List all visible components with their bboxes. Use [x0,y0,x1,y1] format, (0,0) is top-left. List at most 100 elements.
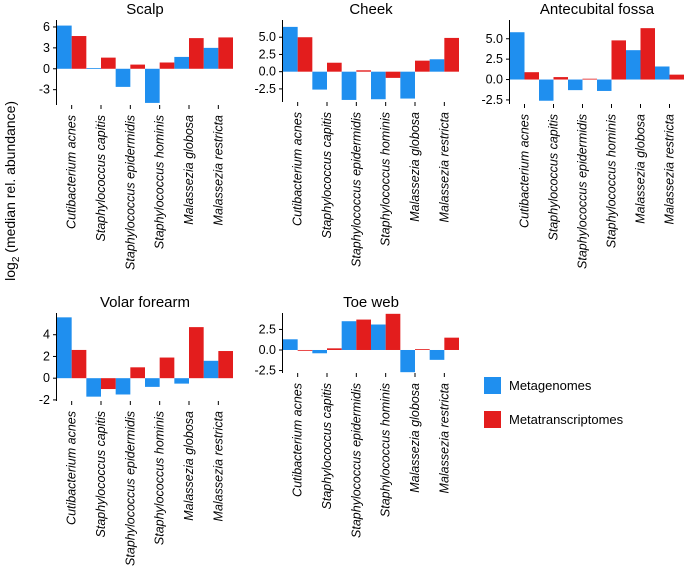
y-tick-label: 2 [43,349,50,363]
bar-metagenomes [86,68,101,69]
bar-metagenomes [312,349,327,354]
bar-metagenomes [283,26,298,72]
bar-metatranscriptomes [444,337,459,350]
bar-metagenomes [86,378,101,397]
x-tick-label: Cutibacterium acnes [65,115,79,229]
bar-metagenomes [400,349,415,373]
bar-metatranscriptomes [640,28,655,80]
x-tick-label: Staphylococcus capitis [320,383,334,509]
bar-metagenomes [597,79,612,91]
legend-swatch-metatranscriptomes [484,410,501,428]
bar-metatranscriptomes [327,62,342,72]
bar-metatranscriptomes [130,367,145,379]
y-tick-label: -2.5 [254,364,276,378]
bar-metatranscriptomes [524,72,539,80]
bar-metagenomes [312,71,327,90]
y-tick-label: 5.0 [259,30,276,44]
y-tick-label: -2 [39,393,50,407]
x-tick-label: Malassezia restricta [437,383,451,493]
bar-metagenomes [341,321,357,350]
bar-metatranscriptomes [130,64,145,69]
panel-volar-forearm: Volar forearm -2 0 2 4 Cutibacterium acnes Sta… [39,294,233,566]
x-tick-label: Malassezia restricta [211,411,225,521]
legend-item-metatranscriptomes: Metatranscriptomes [484,408,623,430]
x-tick-label: Staphylococcus capitis [94,115,108,241]
bar-metatranscriptomes [356,70,371,72]
y-tick-label: 2.5 [259,47,276,61]
y-tick-label: 4 [43,328,50,342]
bar-metatranscriptomes [297,37,313,72]
y-tick-label: 0.0 [486,73,503,87]
bar-metagenomes [115,68,131,87]
y-tick-label: -2.5 [254,82,276,96]
y-tick-label: 6 [43,20,50,34]
bar-metagenomes [174,378,189,384]
x-tick-label: Malassezia globosa [408,383,422,493]
bar-metatranscriptomes [669,74,684,80]
bar-metatranscriptomes [582,78,597,80]
panel-title: Scalp [126,1,164,18]
x-tick-label: Malassezia restricta [663,114,677,224]
bar-metatranscriptomes [553,77,568,80]
bar-metatranscriptomes [101,378,116,390]
panel-antecubital-fossa: Antecubital fossa -2.5 0.0 2.5 5.0 Cutibacter… [481,1,684,269]
panel-title: Toe web [343,294,399,311]
bar-metagenomes [203,360,219,379]
bar-metatranscriptomes [444,37,459,72]
bar-metagenomes [539,79,554,101]
panel-title: Cheek [349,1,393,18]
x-tick-label: Malassezia globosa [182,411,196,521]
bar-metagenomes [145,378,160,387]
y-tick-label: -3 [39,83,50,97]
bar-metatranscriptomes [71,36,87,69]
y-tick-label: 2.5 [486,52,503,66]
bar-metatranscriptomes [71,349,87,379]
y-tick-label: 3 [43,41,50,55]
bar-metatranscriptomes [385,71,401,78]
bar-metatranscriptomes [297,349,313,351]
x-tick-label: Staphylococcus hominis [153,411,167,545]
bar-metagenomes [174,56,189,69]
bar-metagenomes [341,71,357,100]
bar-metagenomes [283,339,298,350]
x-tick-label: Staphylococcus epidermidis [349,383,363,538]
bar-metatranscriptomes [218,37,233,69]
legend-swatch-metagenomes [484,376,501,394]
x-tick-label: Malassezia globosa [408,112,422,222]
x-tick-label: Staphylococcus epidermidis [123,411,137,566]
x-tick-label: Malassezia restricta [437,112,451,222]
bar-metagenomes [429,59,445,72]
x-tick-label: Staphylococcus epidermidis [576,114,590,269]
y-tick-label: 0.0 [259,343,276,357]
bar-metagenomes [400,71,415,99]
bar-metatranscriptomes [356,319,371,350]
bar-metagenomes [655,66,670,80]
y-tick-label: 5.0 [486,32,503,46]
x-tick-label: Staphylococcus capitis [94,411,108,537]
bar-metatranscriptomes [611,40,626,80]
panel-cheek: Cheek -2.5 0.0 2.5 5.0 Cutibacterium acnes Sta… [254,1,459,267]
x-tick-label: Cutibacterium acnes [291,383,305,497]
bar-metagenomes [115,378,131,395]
legend-label-metatranscriptomes: Metatranscriptomes [509,411,624,427]
bar-metatranscriptomes [159,357,175,379]
bar-metagenomes [145,68,160,103]
bar-metatranscriptomes [415,60,430,72]
bar-metagenomes [371,324,386,350]
y-tick-label: 0.0 [259,65,276,79]
x-tick-label: Malassezia globosa [634,114,648,224]
bar-metatranscriptomes [415,349,430,350]
x-tick-label: Staphylococcus epidermidis [123,115,137,270]
legend-item-metagenomes: Metagenomes [484,374,623,396]
panel-scalp: Scalp -3 0 3 6 Cutibacterium acnes Staphylococ… [39,1,233,270]
bar-metagenomes [371,71,386,100]
x-tick-label: Malassezia restricta [211,115,225,225]
y-tick-label: 0 [43,62,50,76]
x-tick-label: Staphylococcus hominis [153,115,167,249]
x-tick-label: Cutibacterium acnes [65,411,79,525]
bar-metatranscriptomes [218,351,233,379]
bar-metagenomes [57,317,72,379]
legend-label-metagenomes: Metagenomes [509,377,592,393]
x-tick-label: Staphylococcus capitis [547,114,561,240]
